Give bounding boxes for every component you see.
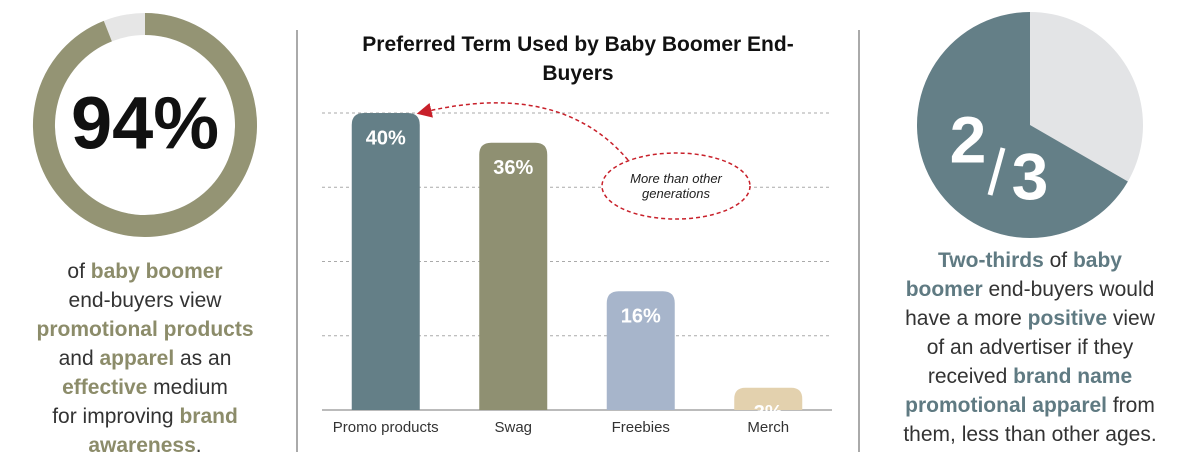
text-line: awareness. <box>0 431 295 460</box>
emphasis: positive <box>1027 307 1108 330</box>
emphasis: promotional apparel <box>905 394 1107 417</box>
text-line: of baby boomer <box>0 257 295 286</box>
text-line: and apparel as an <box>0 344 295 373</box>
emphasis: brand name <box>1013 365 1133 388</box>
text-line: received brand name <box>880 362 1180 391</box>
annotation-ellipse <box>601 152 751 220</box>
emphasis: baby boomer <box>90 260 223 283</box>
text-line: end-buyers view <box>0 286 295 315</box>
text: of an advertiser if they <box>926 336 1134 359</box>
value-label: 36% <box>493 157 533 179</box>
text-line: of an advertiser if they <box>880 333 1180 362</box>
emphasis: brand <box>179 405 238 428</box>
text-line: effective medium <box>0 373 295 402</box>
value-label: 3% <box>754 402 783 424</box>
emphasis: promotional products <box>36 318 254 341</box>
fraction-denominator: 3 <box>1012 139 1049 213</box>
bar <box>479 142 548 410</box>
text: of <box>1043 249 1073 272</box>
value-label: 40% <box>366 127 406 149</box>
emphasis: apparel <box>99 347 175 370</box>
text: as an <box>174 347 232 370</box>
text: . <box>195 434 202 457</box>
x-tick-label: Swag <box>494 419 533 436</box>
text-line: Two-thirds of baby <box>880 246 1180 275</box>
pie-slice <box>916 12 1128 238</box>
text: of <box>67 260 91 283</box>
text: end-buyers view <box>68 289 222 312</box>
annotation-arrow <box>416 102 629 161</box>
text-line: promotional apparel from <box>880 391 1180 420</box>
annotation: More than other generations <box>630 171 722 201</box>
x-tick-label: Promo products <box>332 419 439 436</box>
text: have a more <box>905 307 1028 330</box>
text-line: them, less than other ages. <box>880 420 1180 449</box>
paragraph: Two-thirds of baby boomer end-buyers woul… <box>880 246 1180 449</box>
text: from <box>1107 394 1155 417</box>
chart-title: Preferred Term Used by Baby Boomer End-B… <box>362 33 794 85</box>
emphasis: baby <box>1072 249 1122 272</box>
emphasis: Two-thirds <box>938 249 1044 272</box>
fraction-numerator: 2 <box>950 102 987 176</box>
emphasis: effective <box>62 376 148 399</box>
bar <box>606 291 675 410</box>
text-line: boomer end-buyers would <box>880 275 1180 304</box>
text: and <box>58 347 100 370</box>
text-line: for improving brand <box>0 402 295 431</box>
donut-label: 94% <box>71 82 219 165</box>
text: them, less than other ages. <box>903 423 1157 446</box>
emphasis: boomer <box>905 278 983 301</box>
x-tick-label: Merch <box>747 419 790 436</box>
text: medium <box>147 376 228 399</box>
text: end-buyers would <box>982 278 1155 301</box>
paragraph: of baby boomer end-buyers view promotional… <box>0 257 295 460</box>
text: for improving <box>52 405 180 428</box>
fraction-bar <box>987 147 1006 196</box>
emphasis: awareness <box>88 434 196 457</box>
text: received <box>927 365 1014 388</box>
bar <box>351 113 420 410</box>
donut-arc <box>33 13 257 237</box>
text-line: promotional products <box>0 315 295 344</box>
value-label: 16% <box>621 305 661 327</box>
x-tick-label: Freebies <box>611 419 670 436</box>
text-line: have a more positive view <box>880 304 1180 333</box>
bar <box>734 387 803 410</box>
text: view <box>1107 307 1155 330</box>
